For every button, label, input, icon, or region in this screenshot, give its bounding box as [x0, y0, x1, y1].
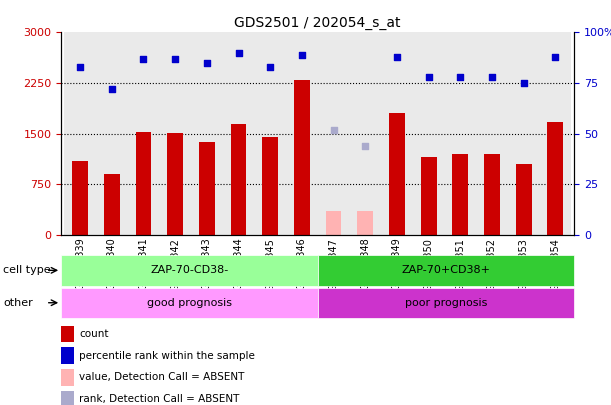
Point [202, 60, 212, 66]
Bar [64, 32, 96, 235]
Bar [286, 32, 318, 235]
Bar [159, 32, 191, 235]
Point [265, 64, 275, 70]
Point [551, 53, 560, 60]
Bar [318, 288, 574, 318]
Bar [326, 211, 342, 235]
Bar [389, 113, 405, 235]
Bar [61, 288, 318, 318]
Text: ZAP-70+CD38+: ZAP-70+CD38+ [401, 265, 491, 275]
Bar [167, 133, 183, 235]
Bar [230, 124, 246, 235]
Bar [357, 211, 373, 235]
Point [75, 64, 85, 70]
Bar [61, 391, 74, 405]
Bar [476, 32, 508, 235]
Text: rank, Detection Call = ABSENT: rank, Detection Call = ABSENT [79, 394, 240, 404]
Point [170, 55, 180, 62]
Bar [484, 154, 500, 235]
Bar [96, 32, 128, 235]
Point [139, 55, 148, 62]
Bar [349, 32, 381, 235]
Bar [61, 326, 74, 342]
Bar [136, 132, 152, 235]
Bar [262, 137, 278, 235]
Bar [104, 174, 120, 235]
Bar [540, 32, 571, 235]
Bar [421, 157, 436, 235]
Bar [452, 154, 468, 235]
Point [455, 74, 465, 80]
Point [392, 53, 402, 60]
Bar [128, 32, 159, 235]
Point [233, 49, 243, 56]
Bar [381, 32, 413, 235]
Bar [516, 164, 532, 235]
Bar [199, 142, 214, 235]
Point [107, 86, 117, 92]
Bar [61, 369, 74, 386]
Bar [61, 347, 74, 364]
Bar [508, 32, 540, 235]
Point [297, 51, 307, 58]
Bar [61, 255, 318, 286]
Bar [254, 32, 286, 235]
Title: GDS2501 / 202054_s_at: GDS2501 / 202054_s_at [235, 16, 401, 30]
Bar [318, 32, 349, 235]
Bar [413, 32, 444, 235]
Bar [72, 161, 88, 235]
Text: cell type: cell type [3, 265, 51, 275]
Text: value, Detection Call = ABSENT: value, Detection Call = ABSENT [79, 373, 244, 382]
Text: other: other [3, 298, 33, 308]
Text: poor prognosis: poor prognosis [405, 298, 487, 308]
Point [519, 80, 529, 86]
Point [423, 74, 433, 80]
Bar [294, 80, 310, 235]
Bar [222, 32, 254, 235]
Point [360, 143, 370, 149]
Point [487, 74, 497, 80]
Bar [444, 32, 476, 235]
Point [329, 126, 338, 133]
Bar [547, 122, 563, 235]
Text: percentile rank within the sample: percentile rank within the sample [79, 351, 255, 360]
Text: ZAP-70-CD38-: ZAP-70-CD38- [150, 265, 229, 275]
Text: good prognosis: good prognosis [147, 298, 232, 308]
Bar [318, 255, 574, 286]
Text: count: count [79, 329, 109, 339]
Bar [191, 32, 222, 235]
